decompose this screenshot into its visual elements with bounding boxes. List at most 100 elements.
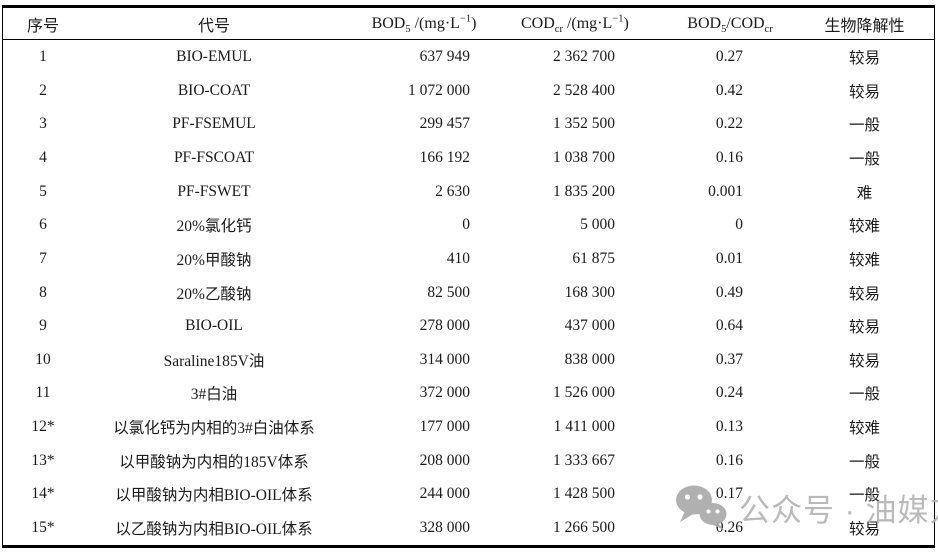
row-index: 1 <box>39 47 47 65</box>
row-index: 7 <box>39 249 47 267</box>
table-row: 8 20%乙酸钠 82 500 168 300 0.49 较易 <box>3 276 934 310</box>
row-code: 以氯化钙为内相的3#白油体系 <box>113 420 315 438</box>
row-biodegradability: 较难 <box>848 251 880 269</box>
col-header-biodegradability: 生物降解性 <box>795 8 934 40</box>
row-bod5: 328 000 <box>419 519 470 537</box>
row-code: 以甲酸钠为内相BIO-OIL体系 <box>115 487 313 505</box>
codcr-unit: /(mg·L <box>562 14 613 32</box>
table-row: 4 PF-FSCOAT 166 192 1 038 700 0.16 一般 <box>3 141 934 175</box>
row-bod5: 410 <box>446 249 470 267</box>
row-bod5: 299 457 <box>419 115 470 133</box>
row-bod5: 166 192 <box>419 149 470 166</box>
row-codcr: 1 526 000 <box>553 384 615 402</box>
row-code: BIO-COAT <box>177 81 251 99</box>
codcr-unit-exponent: −1 <box>612 13 624 25</box>
table-row: 14* 以甲酸钠为内相BIO-OIL体系 244 000 1 428 500 0… <box>3 478 934 512</box>
row-biodegradability: 一般 <box>848 453 880 471</box>
row-biodegradability: 难 <box>856 184 873 202</box>
row-bod5: 82 500 <box>427 283 470 301</box>
table-row: 13* 以甲酸钠为内相的185V体系 208 000 1 333 667 0.1… <box>3 444 934 478</box>
row-biodegradability: 较易 <box>848 285 880 303</box>
row-bod5-codcr-ratio: 0.26 <box>715 519 743 537</box>
row-codcr: 1 835 200 <box>553 182 615 200</box>
row-bod5: 244 000 <box>419 485 470 503</box>
bod5-unit-exponent: −1 <box>459 13 472 25</box>
row-code: 3#白油 <box>190 386 238 404</box>
row-index: 8 <box>39 283 47 301</box>
row-bod5-codcr-ratio: 0.24 <box>715 384 743 402</box>
table-row: 11 3#白油 372 000 1 526 000 0.24 一般 <box>3 377 934 411</box>
row-code: PF-FSCOAT <box>173 149 255 166</box>
row-code: 以甲酸钠为内相的185V体系 <box>119 453 309 471</box>
table-row: 7 20%甲酸钠 410 61 875 0.01 较难 <box>3 242 934 276</box>
row-index: 3 <box>39 115 47 133</box>
row-bod5-codcr-ratio: 0.37 <box>715 350 743 368</box>
row-bod5-codcr-ratio: 0.27 <box>715 47 743 65</box>
row-biodegradability: 较易 <box>848 49 880 67</box>
codcr-subscript: cr <box>554 23 563 35</box>
row-index: 12* <box>31 418 55 436</box>
row-bod5-codcr-ratio: 0.22 <box>715 115 743 133</box>
ratio-bod-subscript: 5 <box>721 23 727 35</box>
bod5-label: BOD <box>371 14 406 32</box>
row-codcr: 168 300 <box>564 283 615 301</box>
row-biodegradability: 一般 <box>848 487 880 505</box>
row-index: 10 <box>35 350 51 368</box>
ratio-cod-label: COD <box>730 14 765 32</box>
row-bod5-codcr-ratio: 0 <box>735 216 743 234</box>
row-biodegradability: 较难 <box>848 218 880 236</box>
row-index: 9 <box>39 317 47 335</box>
row-bod5: 372 000 <box>419 384 470 402</box>
row-bod5: 0 <box>462 216 470 234</box>
row-codcr: 1 266 500 <box>553 519 615 537</box>
row-codcr: 2 528 400 <box>553 81 615 99</box>
row-biodegradability: 较易 <box>848 83 880 101</box>
row-code: 以乙酸钠为内相BIO-OIL体系 <box>115 521 313 539</box>
row-codcr: 437 000 <box>564 317 615 335</box>
row-codcr: 2 362 700 <box>553 47 615 65</box>
row-index: 5 <box>39 182 47 200</box>
row-code: 20%甲酸钠 <box>176 251 252 269</box>
table-row: 12* 以氯化钙为内相的3#白油体系 177 000 1 411 000 0.1… <box>3 410 934 444</box>
ratio-divider: / <box>726 14 731 32</box>
table-row: 9 BIO-OIL 278 000 437 000 0.64 较易 <box>3 309 934 343</box>
row-bod5-codcr-ratio: 0.01 <box>715 249 743 267</box>
table-row: 15* 以乙酸钠为内相BIO-OIL体系 328 000 1 266 500 0… <box>3 511 934 545</box>
biodegradability-table: 序号 代号 BOD5 /(mg·L−1) CODcr /(mg·L−1) BOD… <box>3 8 934 545</box>
row-biodegradability: 较易 <box>848 521 880 539</box>
col-header-bod5: BOD5 /(mg·L−1) <box>345 8 477 40</box>
row-codcr: 838 000 <box>564 350 615 368</box>
row-index: 13* <box>31 451 55 469</box>
row-biodegradability: 一般 <box>848 117 880 135</box>
row-index: 11 <box>35 384 51 402</box>
row-bod5-codcr-ratio: 0.16 <box>715 451 743 469</box>
ratio-bod-label: BOD <box>687 14 722 32</box>
ratio-cod-subscript: cr <box>764 23 773 35</box>
row-codcr: 1 411 000 <box>553 418 615 436</box>
row-code: BIO-OIL <box>185 317 243 335</box>
row-bod5-codcr-ratio: 0.17 <box>715 485 743 503</box>
row-biodegradability: 较易 <box>848 319 880 337</box>
row-biodegradability: 较难 <box>848 420 880 438</box>
bod5-subscript: 5 <box>405 23 411 35</box>
row-bod5-codcr-ratio: 0.64 <box>715 317 743 335</box>
row-index: 4 <box>39 149 47 166</box>
table-row: 6 20%氯化钙 0 5 000 0 较难 <box>3 208 934 242</box>
row-code: 20%氯化钙 <box>176 218 252 236</box>
row-bod5: 2 630 <box>435 182 470 200</box>
row-bod5-codcr-ratio: 0.16 <box>715 149 743 166</box>
row-code: 20%乙酸钠 <box>176 285 252 303</box>
col-header-bod5-codcr-ratio: BOD5/CODcr <box>623 8 795 40</box>
row-code: PF-FSEMUL <box>172 115 256 133</box>
row-bod5: 1 072 000 <box>408 81 470 99</box>
codcr-label: COD <box>521 14 555 32</box>
table-row: 5 PF-FSWET 2 630 1 835 200 0.001 难 <box>3 175 934 209</box>
row-codcr: 5 000 <box>580 216 615 234</box>
row-codcr: 61 875 <box>572 249 615 267</box>
bod5-unit: /(mg·L <box>410 14 460 32</box>
table-row: 2 BIO-COAT 1 072 000 2 528 400 0.42 较易 <box>3 74 934 108</box>
row-code: PF-FSWET <box>177 182 251 200</box>
row-bod5-codcr-ratio: 0.49 <box>715 283 743 301</box>
row-bod5-codcr-ratio: 0.001 <box>708 182 743 200</box>
